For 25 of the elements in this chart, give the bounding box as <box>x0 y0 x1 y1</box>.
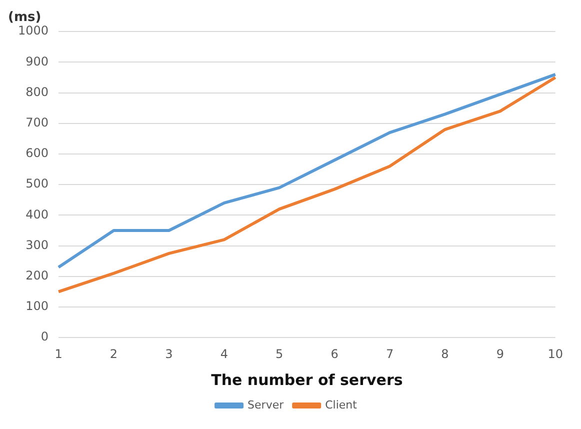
x-tick-label: 9 <box>496 346 504 361</box>
x-tick-label: 10 <box>548 346 564 361</box>
x-tick-label: 5 <box>276 346 284 361</box>
x-tick-label: 1 <box>54 346 62 361</box>
x-tick-label: 4 <box>220 346 228 361</box>
x-tick-label: 8 <box>441 346 449 361</box>
y-tick-label: 400 <box>26 207 49 222</box>
y-tick-label: 0 <box>40 330 49 344</box>
x-tick-label: 7 <box>386 346 394 361</box>
y-tick-label: 700 <box>26 116 49 130</box>
y-tick-label: 1000 <box>18 24 49 38</box>
x-axis-title: The number of servers <box>211 370 403 389</box>
y-tick-label: 100 <box>26 299 49 314</box>
y-tick-label: 900 <box>26 54 49 68</box>
legend-label: Server <box>248 398 284 412</box>
y-tick-label: 800 <box>26 84 49 99</box>
y-tick-label: 200 <box>26 268 49 283</box>
y-tick-label: 500 <box>26 176 49 191</box>
y-axis-title: (ms) <box>8 10 42 26</box>
legend-label: Client <box>325 398 358 412</box>
y-tick-label: 300 <box>26 238 49 252</box>
x-tick-label: 2 <box>110 346 118 361</box>
x-tick-label: 6 <box>330 346 338 361</box>
x-tick-label: 3 <box>165 346 173 361</box>
y-tick-label: 600 <box>26 146 49 160</box>
